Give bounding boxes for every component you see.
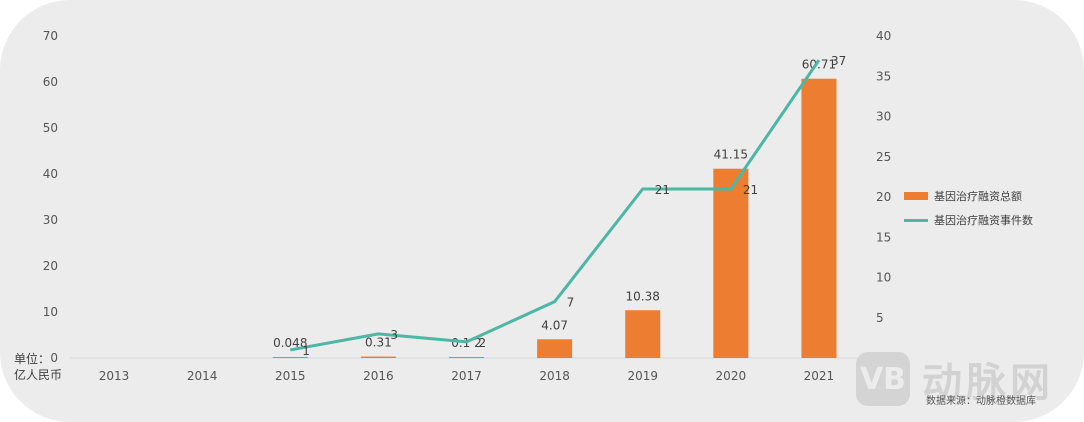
right-tick-label: 25	[876, 150, 891, 164]
right-tick-label: 20	[876, 190, 891, 204]
bar-data-label: 41.15	[714, 148, 748, 162]
line-data-label: 1	[302, 344, 310, 358]
line-data-label: 21	[655, 183, 670, 197]
left-tick-label: 30	[43, 213, 58, 227]
bar	[449, 357, 484, 358]
watermark-text: 动脉网	[922, 360, 1054, 406]
right-tick-label: 5	[876, 311, 884, 325]
right-tick-label: 15	[876, 230, 891, 244]
right-tick-label: 30	[876, 110, 891, 124]
legend-line-label: 基因治疗融资事件数	[934, 214, 1033, 227]
left-tick-label: 10	[43, 305, 58, 319]
bar	[360, 356, 396, 358]
right-tick-label: 10	[876, 271, 891, 285]
left-tick-label: 60	[43, 75, 58, 89]
x-tick-label: 2021	[804, 369, 835, 383]
x-tick-label: 2013	[99, 369, 130, 383]
left-tick-label: 20	[43, 259, 58, 273]
unit-label: 单位： 亿人民币	[14, 351, 62, 383]
bar-series	[272, 78, 837, 358]
x-tick-label: 2019	[627, 369, 658, 383]
watermark: VB 动脉网	[856, 350, 1054, 408]
left-tick-label: 50	[43, 121, 58, 135]
bar	[537, 339, 573, 358]
bar-data-label: 0.31	[365, 336, 392, 350]
left-tick-label: 0	[50, 351, 58, 365]
bar	[272, 357, 308, 358]
right-tick-label: 35	[876, 69, 891, 83]
bar-data-label: 4.07	[541, 318, 568, 332]
line-data-label: 3	[390, 328, 398, 342]
left-axis: 0 10 20 30 40 50 60 70	[43, 29, 58, 365]
left-tick-label: 40	[43, 167, 58, 181]
legend-bar-swatch	[904, 192, 928, 200]
x-tick-label: 2020	[716, 369, 747, 383]
legend: 基因治疗融资总额 基因治疗融资事件数	[904, 184, 1033, 232]
line-data-label: 2	[479, 336, 487, 350]
line-data-labels: 1 3 2 7 21 21 37	[302, 54, 846, 358]
x-tick-label: 2016	[363, 369, 394, 383]
watermark-logo-icon: VB	[856, 352, 910, 406]
bar	[801, 78, 837, 358]
legend-item-line: 基因治疗融资事件数	[904, 208, 1033, 232]
x-tick-label: 2014	[187, 369, 218, 383]
line-series	[290, 59, 821, 352]
bar-data-label: 10.38	[626, 289, 660, 303]
bar-data-label: 0.048	[273, 336, 307, 350]
line-data-label: 7	[567, 296, 575, 310]
unit-label-line-1: 单位：	[14, 352, 51, 366]
unit-label-line-2: 亿人民币	[14, 368, 63, 382]
x-tick-label: 2017	[451, 369, 482, 383]
left-tick-label: 70	[43, 29, 58, 43]
legend-line-swatch	[904, 218, 928, 222]
x-tick-label: 2015	[275, 369, 306, 383]
line-data-label: 37	[831, 54, 846, 68]
right-tick-label: 40	[876, 29, 891, 43]
legend-bar-label: 基因治疗融资总额	[934, 190, 1022, 203]
x-tick-label: 2018	[539, 369, 570, 383]
bar	[625, 310, 661, 358]
line-data-label: 21	[743, 183, 758, 197]
source-note: 数据来源：动脉橙数据库	[926, 396, 1036, 407]
x-axis: 2013 2014 2015 2016 2017 2018 2019 2020 2021	[99, 369, 834, 383]
bar-data-label: 60.71	[802, 58, 836, 72]
legend-item-bar: 基因治疗融资总额	[904, 184, 1033, 208]
bar	[713, 168, 749, 358]
